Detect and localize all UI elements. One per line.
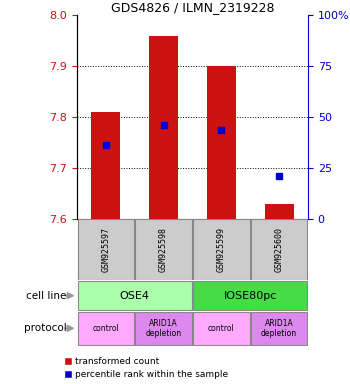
Bar [265,204,294,219]
Text: IOSE80pc: IOSE80pc [224,291,277,301]
Text: protocol: protocol [24,323,66,333]
Text: control: control [92,324,119,333]
Title: GDS4826 / ILMN_2319228: GDS4826 / ILMN_2319228 [111,1,274,14]
FancyBboxPatch shape [251,220,307,280]
FancyBboxPatch shape [135,312,192,345]
FancyBboxPatch shape [78,312,134,345]
FancyBboxPatch shape [78,281,192,310]
Text: ARID1A
depletion: ARID1A depletion [261,319,297,338]
Text: GSM925600: GSM925600 [275,227,284,272]
Text: GSM925598: GSM925598 [159,227,168,272]
FancyBboxPatch shape [78,220,134,280]
FancyBboxPatch shape [193,281,307,310]
Text: cell line: cell line [26,291,66,301]
FancyBboxPatch shape [135,220,192,280]
Text: control: control [208,324,235,333]
Text: GSM925597: GSM925597 [102,227,110,272]
FancyBboxPatch shape [193,312,250,345]
Text: OSE4: OSE4 [120,291,150,301]
FancyBboxPatch shape [251,312,307,345]
FancyBboxPatch shape [193,220,250,280]
Bar [91,112,120,219]
Text: ARID1A
depletion: ARID1A depletion [146,319,182,338]
Bar [207,66,236,219]
Legend: transformed count, percentile rank within the sample: transformed count, percentile rank withi… [64,357,228,379]
Text: GSM925599: GSM925599 [217,227,226,272]
Bar [149,36,178,219]
